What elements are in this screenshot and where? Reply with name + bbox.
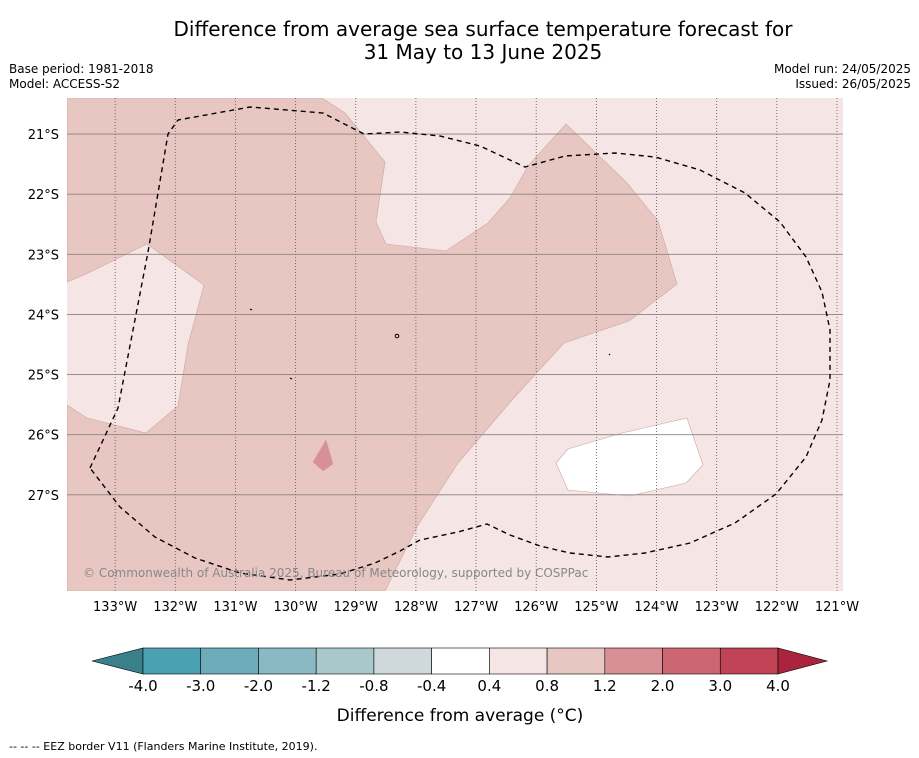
footnote: -- -- -- EEZ border V11 (Flanders Marine… [9, 740, 318, 753]
title-line-2: 31 May to 13 June 2025 [363, 40, 603, 64]
colorbar-tick-label: -3.0 [186, 677, 215, 695]
lat-tick-label: 22°S [28, 188, 59, 203]
colorbar-tick-label: -2.0 [244, 677, 273, 695]
colorbar-tick-label: 0.8 [535, 677, 559, 695]
colorbar-swatch [258, 647, 317, 675]
lon-tick-label: 122°W [755, 600, 799, 615]
colorbar-swatch [604, 647, 663, 675]
colorbar-swatch [142, 647, 202, 675]
title-line-1: Difference from average sea surface temp… [173, 17, 793, 41]
colorbar-tick-label: -1.2 [302, 677, 331, 695]
model-run: Model run: 24/05/2025 [773, 62, 911, 76]
longitude-labels: 133°W 132°W 131°W 130°W 129°W 128°W 127°W 126°W… [93, 600, 859, 615]
lon-tick-label: 132°W [153, 600, 197, 615]
colorbar-swatch [662, 647, 721, 675]
region-anomaly-neutral [555, 417, 704, 497]
lat-tick-label: 26°S [28, 429, 59, 444]
lon-tick-label: 124°W [634, 600, 678, 615]
colorbar-swatch [315, 647, 375, 675]
colorbar-tick-label: 1.2 [593, 677, 617, 695]
colorbar-tick-label: 0.4 [477, 677, 501, 695]
colorbar-tick-label: -4.0 [128, 677, 157, 695]
colorbar-swatch [719, 647, 779, 675]
colorbar: -4.0 -3.0 -2.0 -1.2 -0.8 -0.4 0.4 0.8 1.2 2.0 3.0 4… [91, 647, 829, 695]
lat-tick-label: 24°S [28, 308, 59, 323]
island-marker [289, 377, 293, 380]
model-name: Model: ACCESS-S2 [9, 77, 121, 91]
lon-tick-label: 123°W [695, 600, 739, 615]
lon-tick-label: 126°W [514, 600, 558, 615]
lon-tick-label: 131°W [213, 600, 257, 615]
issued-date: Issued: 26/05/2025 [795, 77, 911, 91]
lon-tick-label: 121°W [815, 600, 859, 615]
lon-tick-label: 127°W [454, 600, 498, 615]
chart-title: Difference from average sea surface temp… [0, 18, 919, 64]
map-area [67, 98, 843, 591]
colorbar-extend-low [91, 647, 144, 675]
colorbar-extend-high [777, 647, 829, 675]
colorbar-swatch [373, 647, 432, 675]
lat-tick-label: 21°S [28, 128, 59, 143]
colorbar-tick-label: -0.8 [359, 677, 388, 695]
colorbar-tick-label: 4.0 [766, 677, 790, 695]
colorbar-tick-label: 2.0 [651, 677, 675, 695]
lat-tick-label: 25°S [28, 369, 59, 384]
copyright-text: © Commonwealth of Australia 2025, Bureau… [83, 566, 588, 580]
region-anomaly-12-20 [312, 439, 334, 472]
colorbar-tick-label: 3.0 [708, 677, 732, 695]
meta-left: Base period: 1981-2018 Model: ACCESS-S2 [9, 62, 154, 92]
eez-border [89, 106, 831, 581]
lon-tick-label: 130°W [274, 600, 318, 615]
lon-tick-label: 125°W [574, 600, 618, 615]
lat-tick-label: 27°S [28, 489, 59, 504]
colorbar-swatch [546, 647, 606, 675]
island-marker [394, 333, 400, 339]
lon-tick-label: 129°W [334, 600, 378, 615]
meta-right: Model run: 24/05/2025 Issued: 26/05/2025 [774, 62, 911, 92]
latitude-labels: 21°S 22°S 23°S 24°S 25°S 26°S 27°S [28, 128, 59, 504]
region-anomaly-08-12 [67, 98, 678, 591]
colorbar-swatch [200, 647, 259, 675]
graticule [67, 98, 843, 591]
colorbar-label: Difference from average (°C) [337, 706, 584, 726]
base-period: Base period: 1981-2018 [9, 62, 154, 76]
colorbar-tick-label: -0.4 [417, 677, 446, 695]
lat-tick-label: 23°S [28, 248, 59, 263]
lon-tick-label: 128°W [394, 600, 438, 615]
colorbar-swatch [431, 647, 490, 675]
colorbar-swatch [489, 647, 548, 675]
lon-tick-label: 133°W [93, 600, 137, 615]
island-marker [249, 308, 253, 311]
island-marker [608, 353, 611, 356]
